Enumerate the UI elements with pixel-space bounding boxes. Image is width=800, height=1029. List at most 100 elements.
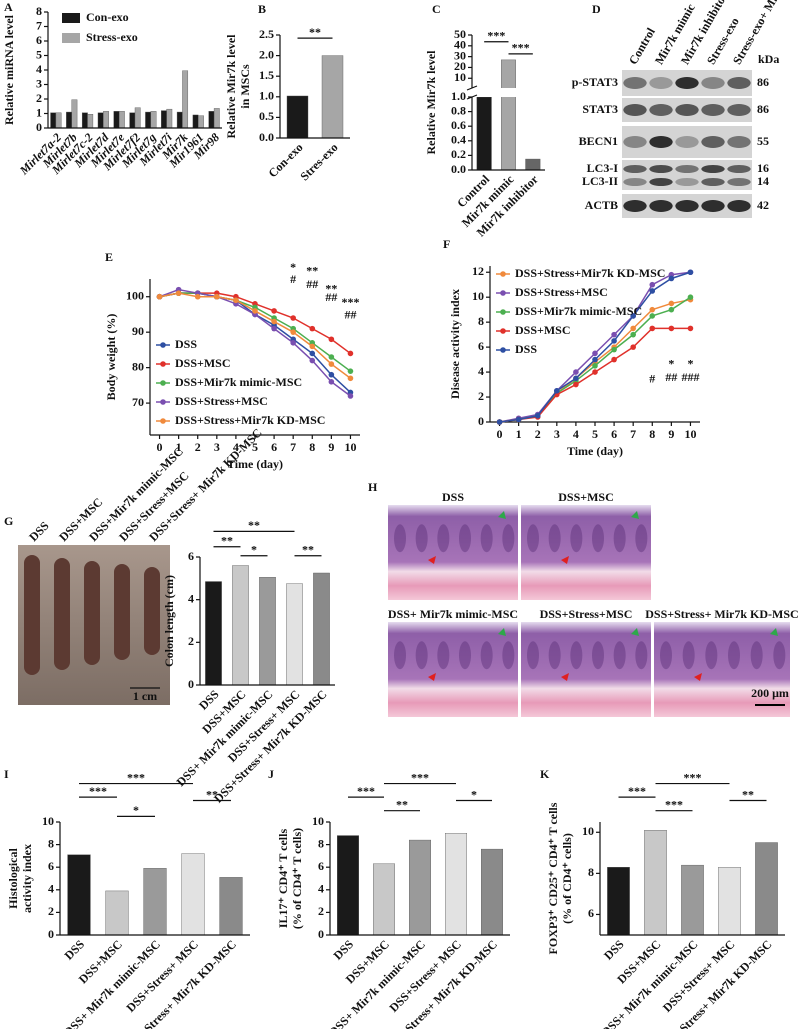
y-tick-label: 1.5 <box>259 68 274 82</box>
crypt <box>480 641 493 670</box>
y-tick-label: 0.4 <box>451 133 466 147</box>
significance: ** <box>302 542 314 556</box>
bar <box>286 95 309 139</box>
bar <box>476 96 492 171</box>
bar <box>755 842 778 936</box>
panel-letter: F <box>443 237 450 251</box>
bar <box>81 112 88 129</box>
significance: # <box>290 272 296 286</box>
x-tick-label: 2 <box>195 440 201 454</box>
size-label: 86 <box>757 102 769 116</box>
y-tick-label: 100 <box>126 288 144 302</box>
bar <box>192 114 199 129</box>
point <box>309 350 316 357</box>
arrow <box>561 556 569 564</box>
y-tick-label: 4 <box>318 882 324 896</box>
point <box>668 275 675 282</box>
y-tick-label: 4 <box>478 364 484 378</box>
y-tick-label: 1.0 <box>451 89 466 103</box>
legend-label: DSS+MSC <box>175 356 231 370</box>
bar <box>103 111 109 129</box>
legend-label: DSS+Mir7k mimic-MSC <box>515 304 642 318</box>
panel-letter: D <box>592 2 601 16</box>
crypt <box>459 641 471 670</box>
point <box>573 375 579 382</box>
legend-marker <box>160 361 166 367</box>
y-tick-label: 4 <box>36 62 42 76</box>
bar <box>286 583 303 686</box>
point <box>515 416 522 423</box>
colon <box>54 558 70 670</box>
point <box>534 412 541 419</box>
significance: *** <box>628 784 646 798</box>
tissue-label: DSS+Stress+ Mir7k KD-MSC <box>645 607 798 621</box>
y-tick-label: 4 <box>48 882 54 896</box>
crypt <box>437 524 450 553</box>
crypt <box>773 641 786 670</box>
legend-label: DSS <box>515 342 537 356</box>
y-tick-label: 0 <box>48 927 54 941</box>
bar <box>321 55 344 139</box>
blot-band <box>623 136 647 148</box>
crypt <box>635 641 648 670</box>
x-tick-label: 2 <box>535 427 541 441</box>
bar <box>113 111 120 129</box>
blot-band <box>675 178 699 186</box>
panel-letter: G <box>4 514 13 528</box>
point <box>271 325 277 332</box>
y-tick-label: 6 <box>478 339 484 353</box>
histology-image <box>521 622 651 717</box>
y-tick-label: 0 <box>36 120 42 134</box>
significance: # <box>649 371 655 385</box>
y-tick-label: 0 <box>318 927 324 941</box>
bar <box>205 581 222 686</box>
y-tick-label: 10 <box>472 289 484 303</box>
significance: *** <box>357 784 375 798</box>
colon <box>84 561 100 665</box>
crypt <box>480 524 493 553</box>
x-tick-label: 8 <box>649 427 655 441</box>
point <box>649 313 656 319</box>
x-tick-label: 4 <box>573 427 579 441</box>
bar <box>105 890 129 936</box>
bar <box>145 111 152 129</box>
y-tick-label: 7 <box>36 18 42 32</box>
row-label: BECN1 <box>579 134 618 148</box>
blot-band <box>701 200 725 212</box>
point <box>611 356 617 363</box>
crypt <box>592 641 604 670</box>
y-tick-label: 8 <box>318 836 324 850</box>
x-tick-label: 6 <box>611 427 617 441</box>
blot-band <box>701 104 725 116</box>
legend-marker <box>160 399 166 405</box>
point <box>328 379 335 385</box>
significance: ## <box>306 277 318 291</box>
bar <box>87 114 94 129</box>
point <box>347 350 354 357</box>
x-tick-label: 9 <box>328 440 334 454</box>
point <box>630 344 636 350</box>
point <box>290 329 296 335</box>
significance: ** <box>206 787 218 801</box>
point <box>592 356 598 363</box>
y-tick-label: 0 <box>188 677 194 691</box>
blot-band <box>649 104 673 116</box>
arrow <box>428 673 436 681</box>
crypt <box>728 641 740 670</box>
x-tick-label: 5 <box>252 440 258 454</box>
bar <box>97 112 104 129</box>
y-tick-label: 90 <box>132 324 144 338</box>
histology-image <box>521 505 651 600</box>
legend-label: DSS+Mir7k mimic-MSC <box>175 375 302 389</box>
legend-label: DSS <box>175 337 197 351</box>
legend-label: DSS+Stress+MSC <box>515 285 608 299</box>
y-tick-label: 8 <box>478 314 484 328</box>
blot-band <box>675 165 699 173</box>
y-axis-label: (% of CD4⁺ T cells) <box>290 828 304 929</box>
point <box>309 343 316 350</box>
y-tick-label: 0.0 <box>451 162 466 176</box>
point <box>668 306 675 313</box>
significance: *** <box>487 29 505 43</box>
bar <box>481 848 504 936</box>
